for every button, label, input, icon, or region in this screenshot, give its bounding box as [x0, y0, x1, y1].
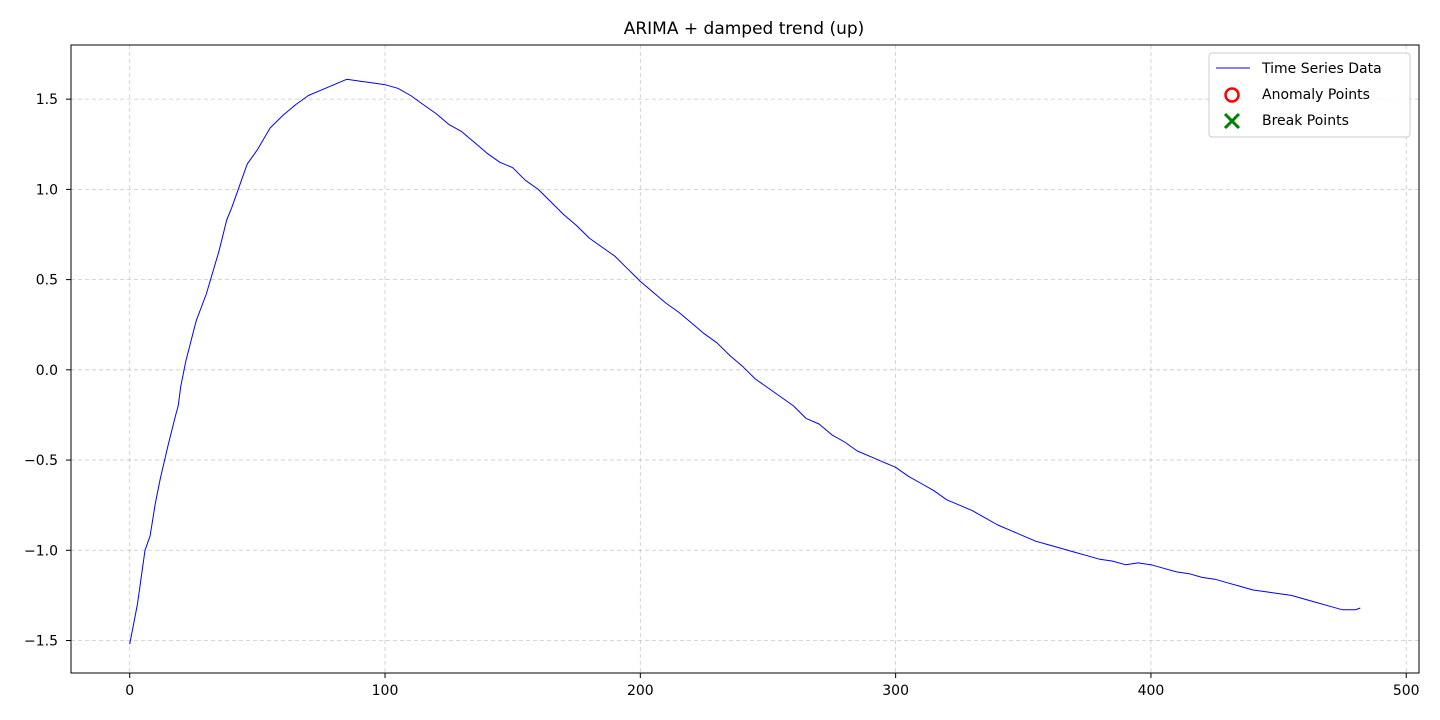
legend-x-marker: [1223, 112, 1241, 130]
y-tick-label: 1.0: [36, 182, 58, 198]
y-tick-label: −0.5: [24, 453, 58, 469]
x-tick-label: 300: [882, 683, 909, 699]
legend-label-anomaly: Anomaly Points: [1262, 87, 1370, 103]
grid-lines: [71, 45, 1419, 673]
x-tick-label: 400: [1138, 683, 1165, 699]
x-tick-label: 100: [372, 683, 399, 699]
plot-frame: [70, 44, 1420, 674]
x-tick-label: 500: [1393, 683, 1420, 699]
x-tick-label: 0: [125, 683, 134, 699]
legend-label-break: Break Points: [1262, 113, 1349, 129]
legend: Time Series Data Anomaly Points Break Po…: [1208, 52, 1411, 138]
y-tick-label: −1.5: [24, 634, 58, 650]
y-tick-label: 1.5: [36, 92, 58, 108]
legend-circle-marker: [1224, 87, 1240, 103]
y-tick-label: −1.0: [24, 543, 58, 559]
chart-title: ARIMA + damped trend (up): [624, 19, 865, 39]
y-tick-label: 0.5: [36, 273, 58, 289]
y-tick-label: 0.0: [36, 363, 58, 379]
legend-label-time-series: Time Series Data: [1261, 61, 1382, 77]
y-axis-ticks: −1.5 −1.0 −0.5 0.0 0.5 1.0 1.5: [24, 92, 71, 650]
x-axis-ticks: 0 100 200 300 400 500: [125, 673, 1420, 699]
x-tick-label: 200: [627, 683, 654, 699]
series-line-time-series-data: [129, 78, 1361, 645]
legend-box: [1208, 52, 1411, 138]
series-layer: [129, 78, 1361, 645]
